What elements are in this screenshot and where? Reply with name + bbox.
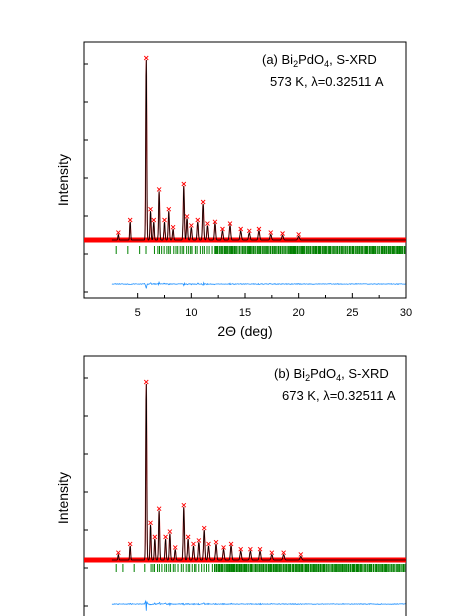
x-tick-label-20: 20 [293,307,305,319]
observed-point [166,206,172,212]
observed-point [143,379,149,385]
observed-point [268,230,274,235]
observed-point [201,525,207,531]
plot-frame [83,355,407,616]
panel-annotation-line2: 673 K, λ=0.32511 A [282,388,396,403]
observed-pattern [111,383,406,561]
observed-point [185,534,191,540]
observed-point [227,221,233,226]
bragg-reflections [115,246,406,254]
observed-point [200,199,206,205]
observed-point [156,187,162,192]
observed-point [156,506,162,512]
observed-point [196,538,202,543]
x-tick-label-30: 30 [400,307,412,319]
chart-panel-b: (b) Bi2PdO4, S-XRD 673 K, λ=0.32511 A Inte… [55,355,407,616]
panel-annotation-line1: (a) Bi2PdO4, S-XRD [262,52,377,69]
annotation-text: (a) Bi [262,52,293,67]
observed-point [116,550,121,556]
observed-point [206,541,211,547]
observed-point [181,181,187,187]
observed-point [296,232,301,237]
observed-point [148,520,153,526]
annotation-text: , S-XRD [341,366,389,381]
panel-annotation-line1: (b) Bi2PdO4, S-XRD [274,366,389,383]
observed-point [269,550,275,556]
observed-point [257,546,263,552]
observed-point [181,502,187,508]
observed-point [170,224,176,230]
observed-point [184,214,190,219]
observed-point [256,226,262,232]
y-axis-label: Intensity [55,472,71,524]
subscript: 2 [293,59,298,69]
x-tick-label-25: 25 [346,307,358,319]
subscript: 2 [305,373,310,383]
annotation-text: PdO [310,366,336,381]
chart-panel-a: 5 10 15 20 25 30 (a) Bi2PdO4, S-XRD 573 K, λ=0.… [55,41,412,339]
observed-point [162,217,167,223]
annotation-text: , S-XRD [329,52,377,67]
observed-point [298,552,304,557]
x-axis-label: 2Θ (deg) [217,323,272,339]
observed-point [220,226,225,232]
observed-point [195,217,201,223]
panel-annotation-line2: 573 K, λ=0.32511 A [270,74,384,89]
observed-point [152,534,158,540]
subscript: 4 [324,59,329,69]
observed-point [172,545,178,550]
observed-point [238,226,244,232]
annotation-text: (b) Bi [274,366,305,381]
observed-point [167,529,173,534]
bragg-reflections [115,564,406,572]
y-axis-label: Intensity [55,154,71,206]
observed-point [116,230,121,235]
observed-point [127,541,133,547]
observed-point [228,541,234,547]
subscript: 4 [336,373,341,383]
x-tick-label-5: 5 [135,307,141,319]
observed-point [151,217,157,223]
observed-point [205,221,210,226]
observed-point [280,231,285,236]
difference-curve [111,280,406,289]
observed-point [148,206,153,212]
annotation-text: PdO [298,52,324,67]
calculated-pattern [111,59,406,241]
observed-point [246,228,252,234]
observed-point [163,534,168,540]
x-tick-label-15: 15 [239,307,251,319]
observed-point [127,217,133,223]
observed-point [238,546,244,552]
calculated-pattern [111,383,406,561]
observed-point [212,219,218,225]
difference-curve [111,599,406,611]
observed-point [248,546,253,552]
observed-point [221,545,226,550]
observed-point [213,539,219,545]
observed-point [189,223,194,228]
observed-point [143,55,149,61]
observed-point [191,541,196,547]
observed-point [281,550,286,556]
x-tick-label-10: 10 [185,307,197,319]
